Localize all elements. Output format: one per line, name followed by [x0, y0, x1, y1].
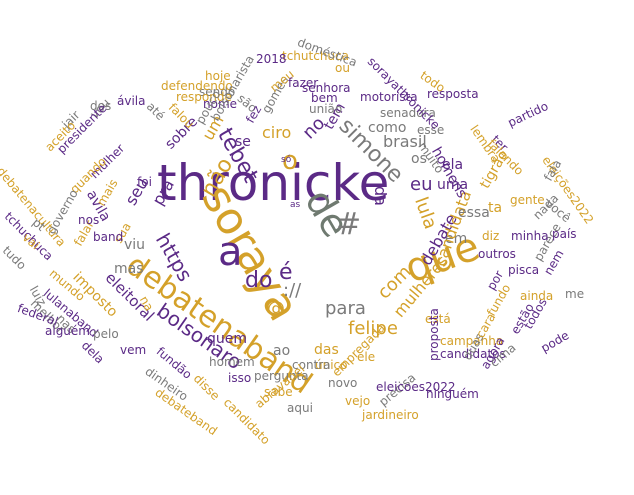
cloud-word: gente [510, 193, 545, 207]
cloud-word: ele [357, 350, 376, 364]
cloud-word: senadora [380, 106, 436, 120]
cloud-word: 2018 [256, 52, 287, 66]
cloud-word: defendendo [161, 79, 233, 93]
cloud-word: vejo [345, 394, 371, 408]
cloud-word: ela [442, 157, 464, 173]
cloud-word: band [93, 230, 124, 244]
cloud-word: as [290, 200, 301, 210]
cloud-word: único [315, 358, 348, 372]
cloud-word: alguém [45, 324, 90, 338]
cloud-word: fazer [288, 76, 319, 90]
cloud-word: outros [478, 247, 516, 261]
cloud-word: contra [292, 358, 331, 372]
cloud-word: thronicke [157, 154, 390, 212]
cloud-word: ao [273, 343, 291, 359]
cloud-word: responde [176, 90, 232, 104]
cloud-word: :// [283, 280, 302, 301]
cloud-word: ávila [117, 94, 146, 108]
cloud-word: brasil [383, 132, 427, 151]
cloud-word: em [445, 231, 468, 247]
cloud-word: só [281, 155, 292, 165]
cloud-word: esse [417, 123, 445, 137]
cloud-word: quem [207, 331, 248, 347]
cloud-word: dos [90, 99, 112, 113]
cloud-word: é [279, 260, 293, 285]
cloud-word: tchutchuca [282, 49, 349, 63]
cloud-word: união [309, 102, 343, 116]
cloud-word: minha [511, 229, 549, 243]
cloud-word: tudo [0, 243, 29, 273]
cloud-word: homem [209, 355, 255, 369]
cloud-word: a [218, 229, 243, 275]
cloud-word: pergunta [254, 369, 309, 383]
cloud-word: das [314, 342, 339, 358]
cloud-word: para [325, 298, 366, 319]
cloud-word: mais [94, 176, 121, 209]
cloud-word: proposta [427, 308, 441, 361]
cloud-word: pisca [508, 263, 540, 277]
cloud-word: mas [114, 261, 144, 277]
cloud-word: está [425, 312, 451, 326]
cloud-word: bem [311, 91, 338, 105]
cloud-word: se [235, 134, 251, 150]
cloud-word: eleicoes2022 [376, 380, 456, 394]
cloud-word: falou [165, 100, 197, 132]
cloud-word: do [245, 268, 273, 293]
cloud-word: resposta [427, 87, 479, 101]
cloud-word: # [336, 207, 362, 242]
cloud-word: aqui [287, 401, 313, 415]
cloud-word: os [411, 151, 427, 167]
cloud-word: até [143, 99, 168, 123]
cloud-word: felipe [348, 318, 398, 339]
cloud-word: pelo [93, 327, 119, 341]
cloud-word: disse [190, 371, 223, 404]
cloud-word: ainda [520, 289, 554, 303]
cloud-word: hoje [205, 69, 231, 83]
cloud-word: vem [120, 343, 147, 357]
cloud-word: nome [203, 97, 238, 111]
cloud-word: país [552, 227, 577, 241]
cloud-word: candidatos [440, 347, 506, 361]
cloud-word: viu [124, 237, 146, 253]
cloud-word: jardineiro [362, 408, 419, 422]
cloud-word: uma [437, 177, 469, 193]
cloud-word: novo [328, 376, 358, 390]
cloud-word: @ [267, 298, 285, 319]
cloud-word: foi [137, 175, 152, 189]
cloud-word: campanha [440, 334, 504, 348]
cloud-word: senhora [302, 81, 351, 95]
cloud-word: ninguém [426, 387, 479, 401]
cloud-word: como [368, 120, 407, 136]
cloud-word: sabe [264, 385, 293, 399]
cloud-word: ta [488, 200, 503, 216]
cloud-word: motorista [360, 90, 418, 104]
cloud-word: diz [482, 229, 500, 243]
cloud-word: dela [78, 338, 107, 367]
cloud-word: essa [458, 205, 490, 221]
cloud-word: me [565, 287, 585, 301]
cloud-word: da [371, 186, 390, 206]
cloud-word: eu [410, 174, 433, 195]
cloud-word: o [282, 146, 298, 176]
cloud-word: partido [505, 98, 551, 130]
cloud-word: pode [538, 328, 572, 356]
cloud-word: isso [228, 371, 252, 385]
cloud-word: ciro [262, 123, 292, 142]
cloud-word: ou [335, 61, 350, 75]
cloud-word: nos [78, 213, 100, 227]
cloud-word: sendo [199, 85, 236, 99]
